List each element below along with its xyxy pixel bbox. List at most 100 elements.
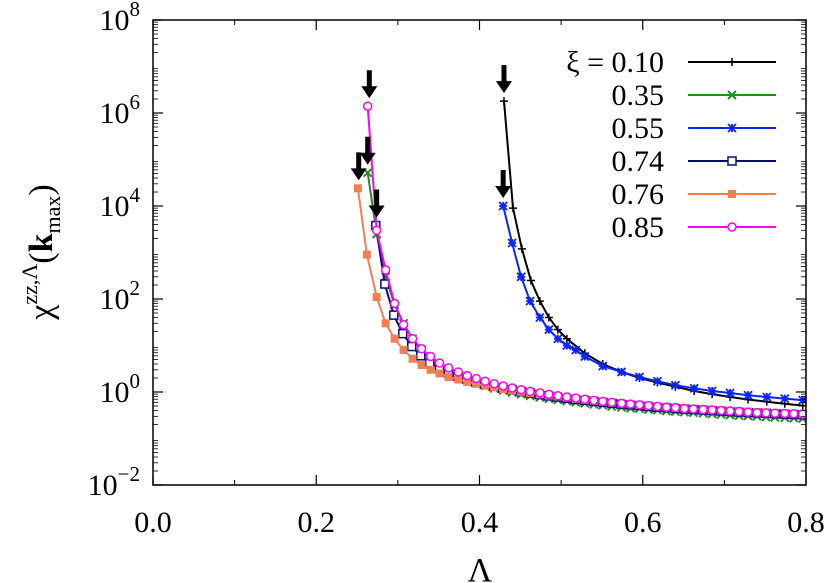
legend-marker xyxy=(728,190,736,198)
data-point xyxy=(661,402,672,412)
data-point xyxy=(752,407,762,418)
data-point xyxy=(761,408,771,418)
y-tick-label-base: 10 xyxy=(100,97,130,130)
data-point xyxy=(371,225,382,236)
series-line xyxy=(502,205,803,402)
data-point xyxy=(480,376,490,387)
data-point xyxy=(670,402,681,413)
down-arrow-annotation xyxy=(350,152,367,181)
down-arrow-annotation xyxy=(368,189,385,218)
data-point xyxy=(616,367,627,377)
legend-label: 0.74 xyxy=(612,145,665,178)
data-point xyxy=(444,373,453,382)
data-point xyxy=(526,276,535,285)
data-point xyxy=(435,369,444,378)
data-point xyxy=(471,373,481,384)
data-point xyxy=(553,334,563,344)
data-point xyxy=(544,313,553,322)
x-axis-title: Λ xyxy=(468,552,493,583)
data-point xyxy=(553,391,563,401)
legend-label: ξ = 0.10 xyxy=(566,46,664,79)
series-line xyxy=(374,225,802,416)
data-point xyxy=(716,405,726,416)
down-arrow-annotation xyxy=(495,65,512,94)
data-point xyxy=(544,324,554,335)
data-point xyxy=(508,204,517,213)
data-point xyxy=(707,405,717,415)
data-point xyxy=(580,394,590,404)
x-tick-label: 0.8 xyxy=(787,506,825,539)
data-point xyxy=(498,381,508,391)
data-point xyxy=(679,403,690,414)
data-point xyxy=(670,380,681,390)
y-tick-label-base: 10 xyxy=(100,4,130,37)
data-point xyxy=(443,363,454,373)
data-point xyxy=(454,375,463,384)
y-tick-label: 100 xyxy=(100,369,141,409)
data-point xyxy=(389,310,399,320)
legend-marker xyxy=(727,123,737,133)
legend: ξ = 0.100.350.550.740.760.85 xyxy=(566,46,776,244)
data-point xyxy=(562,340,572,351)
y-tick-label-exponent: 4 xyxy=(130,183,141,207)
data-point xyxy=(381,319,390,328)
y-tick-label-exponent: 6 xyxy=(130,90,141,114)
arrows-layer xyxy=(350,65,512,218)
data-point xyxy=(652,401,663,412)
y-tick-label-exponent: 0 xyxy=(130,369,141,393)
data-point xyxy=(398,319,409,330)
data-point xyxy=(734,406,744,417)
y-axis-title-superscript: zz,Λ xyxy=(17,264,42,305)
data-point xyxy=(353,184,362,193)
legend-label: 0.55 xyxy=(612,112,665,145)
legend-marker xyxy=(727,156,737,166)
x-tick-label: 0.6 xyxy=(624,506,662,539)
data-point xyxy=(372,293,381,302)
y-tick-label-exponent: 8 xyxy=(130,0,141,21)
data-point xyxy=(798,395,806,405)
data-point xyxy=(380,265,391,275)
data-point xyxy=(535,297,544,306)
y-tick-label-exponent: −2 xyxy=(118,462,140,486)
data-point xyxy=(516,384,526,395)
data-point xyxy=(688,404,699,414)
y-axis-title-subscript: max xyxy=(40,196,65,234)
data-point xyxy=(398,328,408,339)
data-point xyxy=(499,97,508,106)
series-line xyxy=(366,172,803,420)
data-point xyxy=(516,272,526,282)
data-point xyxy=(535,312,545,323)
data-point xyxy=(416,344,427,354)
data-point xyxy=(390,334,399,343)
y-tick-label-base: 10 xyxy=(100,376,130,409)
legend-label: 0.85 xyxy=(612,211,665,244)
data-point xyxy=(725,388,735,398)
data-point xyxy=(472,379,481,388)
data-point xyxy=(589,395,599,406)
data-point xyxy=(362,101,373,111)
data-point xyxy=(507,383,517,393)
data-point xyxy=(652,376,663,386)
data-point xyxy=(580,351,590,362)
y-axis-title-paren-close: ) xyxy=(23,184,60,195)
data-point xyxy=(571,345,581,355)
data-point xyxy=(698,404,708,415)
y-tick-label: 102 xyxy=(100,276,141,316)
data-point xyxy=(562,392,572,402)
series-0.76 xyxy=(353,184,806,418)
y-tick-label: 108 xyxy=(100,0,141,37)
data-point xyxy=(362,250,371,259)
down-arrow-annotation xyxy=(361,70,378,99)
x-tick-label: 0.4 xyxy=(461,506,499,539)
legend-marker xyxy=(728,58,736,66)
data-point xyxy=(544,389,554,400)
legend-label: 0.35 xyxy=(612,79,665,112)
y-tick-label: 106 xyxy=(100,90,141,130)
data-point xyxy=(725,406,735,416)
data-point xyxy=(517,244,526,253)
data-point xyxy=(743,390,753,400)
data-point xyxy=(562,334,571,343)
data-point xyxy=(689,383,699,393)
data-point xyxy=(606,397,617,408)
